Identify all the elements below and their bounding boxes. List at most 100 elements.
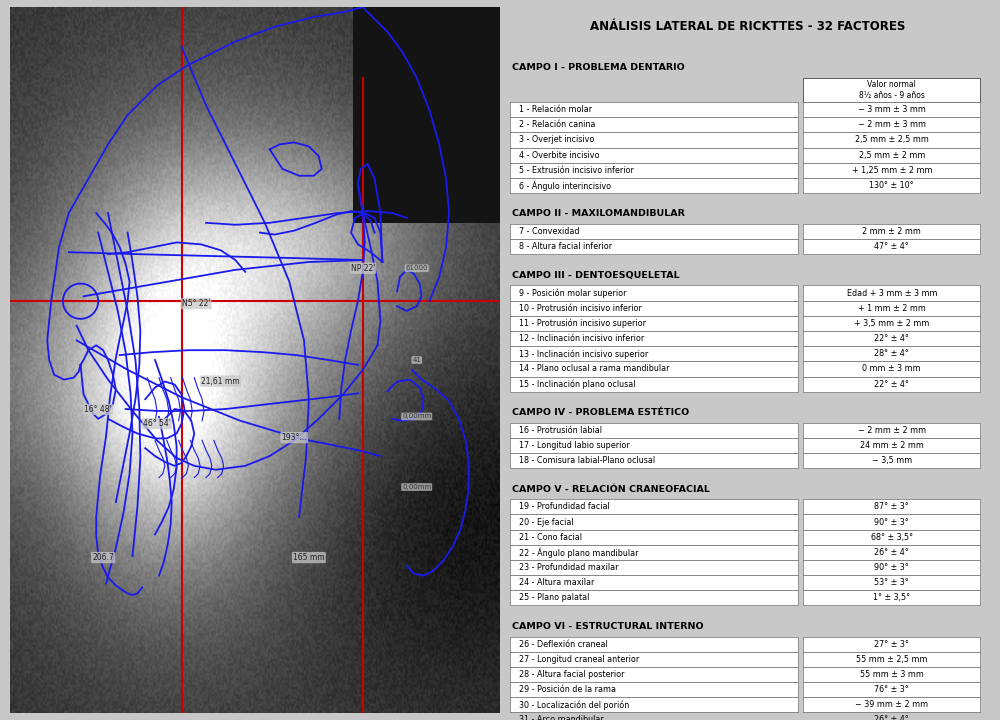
Text: CAMPO V - RELACIÓN CRANEOFACIAL: CAMPO V - RELACIÓN CRANEOFACIAL [512,485,710,493]
Text: 206.7: 206.7 [92,553,114,562]
Bar [803,515,980,530]
Text: 21 - Cono facial: 21 - Cono facial [519,533,582,541]
Text: 14 - Plano oclusal a rama mandibular: 14 - Plano oclusal a rama mandibular [519,364,669,374]
Text: 6 - Ángulo interincisivo: 6 - Ángulo interincisivo [519,180,611,191]
Bar [803,652,980,667]
Text: + 1 mm ± 2 mm: + 1 mm ± 2 mm [858,304,926,312]
Bar [803,545,980,560]
Bar [510,316,798,331]
Text: 2 - Relación canina: 2 - Relación canina [519,120,595,130]
Text: CAMPO IV - PROBLEMA ESTÉTICO: CAMPO IV - PROBLEMA ESTÉTICO [512,408,690,417]
Text: 46° 54': 46° 54' [143,419,171,428]
Bar [803,499,980,515]
Text: 2,5 mm ± 2,5 mm: 2,5 mm ± 2,5 mm [855,135,929,145]
Bar [510,530,798,545]
Bar [803,224,980,239]
Text: 15 - Inclinación plano oclusal: 15 - Inclinación plano oclusal [519,379,635,389]
Bar [803,239,980,254]
Bar [510,697,798,712]
Text: 25 - Plano palatal: 25 - Plano palatal [519,593,589,603]
Bar [510,560,798,575]
Text: 0,00mm: 0,00mm [402,484,431,490]
Bar [803,102,980,117]
Text: 130° ± 10°: 130° ± 10° [869,181,914,190]
Bar [803,132,980,148]
Text: CAMPO II - MAXILOMANDIBULAR: CAMPO II - MAXILOMANDIBULAR [512,210,685,218]
Text: 55 mm ± 2,5 mm: 55 mm ± 2,5 mm [856,654,928,664]
Text: 11 - Protrusión incisivo superior: 11 - Protrusión incisivo superior [519,319,646,328]
Bar [510,148,798,163]
Bar [803,530,980,545]
Text: N5° 22': N5° 22' [182,299,210,308]
Text: 10 - Protrusión incisivo inferior: 10 - Protrusión incisivo inferior [519,304,641,312]
Text: 20 - Eje facial: 20 - Eje facial [519,518,573,526]
Text: 61000: 61000 [405,265,428,271]
Text: 2 mm ± 2 mm: 2 mm ± 2 mm [862,228,921,236]
Bar [510,590,798,606]
Text: − 3 mm ± 3 mm: − 3 mm ± 3 mm [858,105,926,114]
Bar [803,163,980,178]
Text: 17 - Longitud labio superior: 17 - Longitud labio superior [519,441,629,450]
Bar [510,331,798,346]
Text: CAMPO III - DENTOESQUELETAL: CAMPO III - DENTOESQUELETAL [512,271,680,279]
Bar [510,178,798,193]
Bar [803,331,980,346]
Text: 193°...: 193°... [281,433,307,442]
Text: 90° ± 3°: 90° ± 3° [874,518,909,526]
Bar [803,423,980,438]
Bar [510,453,798,468]
Text: 24 - Altura maxilar: 24 - Altura maxilar [519,578,594,588]
Text: 7 - Convexidad: 7 - Convexidad [519,228,579,236]
Bar [510,636,798,652]
Bar [803,117,980,132]
Text: 53° ± 3°: 53° ± 3° [874,578,909,588]
Text: 22 - Ángulo plano mandibular: 22 - Ángulo plano mandibular [519,547,638,557]
Text: 26° ± 4°: 26° ± 4° [874,548,909,557]
Bar [510,667,798,682]
Bar [510,361,798,377]
Text: Valor normal
8½ años - 9 años: Valor normal 8½ años - 9 años [859,80,925,100]
Bar [803,178,980,193]
Bar [505,7,990,46]
Bar [803,286,980,301]
Text: NP 22': NP 22' [351,264,375,273]
Text: ANÁLISIS LATERAL DE RICKTTES - 32 FACTORES: ANÁLISIS LATERAL DE RICKTTES - 32 FACTOR… [590,20,905,33]
Bar [803,453,980,468]
Bar [510,377,798,392]
Bar [510,102,798,117]
Bar [803,346,980,361]
Text: 4 - Overbite incisivo: 4 - Overbite incisivo [519,150,599,160]
Text: 31 - Arco mandibular: 31 - Arco mandibular [519,716,603,720]
Bar [510,545,798,560]
Text: + 3,5 mm ± 2 mm: + 3,5 mm ± 2 mm [854,319,929,328]
Bar [510,575,798,590]
Text: 21,61 mm: 21,61 mm [201,377,240,386]
Bar [803,316,980,331]
Bar [510,163,798,178]
Bar [510,132,798,148]
Text: − 2 mm ± 3 mm: − 2 mm ± 3 mm [858,120,926,130]
Bar [803,590,980,606]
Bar [803,636,980,652]
Text: − 3,5 mm: − 3,5 mm [872,456,912,465]
Bar [803,377,980,392]
Text: 26 - Deflexión craneal: 26 - Deflexión craneal [519,639,607,649]
Text: 76° ± 3°: 76° ± 3° [874,685,909,694]
Text: 28° ± 4°: 28° ± 4° [874,349,909,359]
Bar [510,239,798,254]
Bar [803,361,980,377]
Text: 0 mm ± 3 mm: 0 mm ± 3 mm [862,364,921,374]
Text: 22° ± 4°: 22° ± 4° [874,379,909,389]
Text: 26° ± 4°: 26° ± 4° [874,716,909,720]
Bar [803,78,980,102]
Bar [510,712,798,720]
Text: 16 - Protrusión labial: 16 - Protrusión labial [519,426,602,435]
Bar [510,682,798,697]
Bar [803,667,980,682]
Bar [803,438,980,453]
Bar [510,423,798,438]
Bar [510,346,798,361]
Text: CAMPO I - PROBLEMA DENTARIO: CAMPO I - PROBLEMA DENTARIO [512,63,685,72]
Text: 165 mm: 165 mm [293,553,325,562]
Text: − 39 mm ± 2 mm: − 39 mm ± 2 mm [855,701,928,709]
